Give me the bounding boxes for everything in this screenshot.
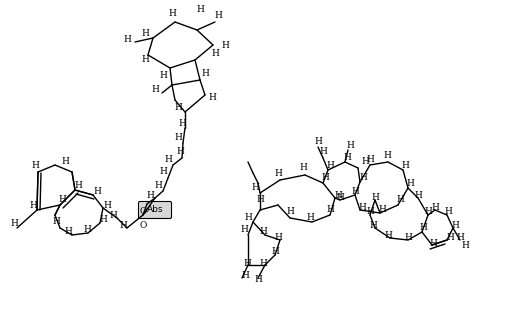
Text: H: H [254, 275, 262, 284]
Text: H: H [31, 160, 39, 169]
Text: H: H [346, 141, 354, 149]
Text: H: H [414, 191, 422, 200]
Text: H: H [431, 202, 439, 212]
Text: H: H [174, 133, 182, 142]
Text: H: H [456, 233, 464, 241]
Text: H: H [326, 160, 334, 169]
Text: H: H [241, 271, 249, 280]
Text: H: H [444, 207, 452, 216]
Text: H: H [83, 226, 91, 235]
Text: H: H [378, 205, 386, 214]
Text: H: H [74, 180, 82, 190]
Text: H: H [406, 179, 414, 188]
Text: H: H [103, 201, 111, 210]
Text: H: H [299, 164, 307, 172]
Text: H: H [424, 207, 432, 216]
Text: H: H [274, 233, 282, 241]
Text: H: H [61, 157, 69, 167]
Text: H: H [336, 193, 344, 202]
Text: H: H [178, 119, 186, 128]
Text: H: H [58, 195, 66, 204]
Text: H: H [404, 233, 412, 241]
Text: H: H [93, 188, 101, 196]
Text: H: H [141, 29, 149, 38]
Text: H: H [211, 49, 219, 57]
Text: H: H [176, 147, 184, 156]
FancyBboxPatch shape [139, 202, 171, 218]
Text: H: H [201, 68, 209, 77]
Text: H: H [208, 94, 216, 102]
Text: H: H [446, 234, 454, 242]
Text: H: H [351, 188, 359, 196]
Text: H: H [361, 157, 369, 167]
Text: H: H [174, 103, 182, 112]
Text: H: H [159, 71, 167, 79]
Text: H: H [343, 154, 351, 163]
Text: H: H [396, 195, 404, 204]
Text: H: H [251, 183, 259, 192]
Text: Abs: Abs [147, 205, 163, 214]
Text: H: H [240, 226, 248, 235]
Text: H: H [358, 203, 366, 213]
Text: H: H [321, 173, 329, 182]
Text: H: H [451, 221, 459, 229]
Text: H: H [29, 201, 37, 210]
Text: H: H [366, 207, 374, 216]
Text: H: H [52, 217, 60, 226]
Text: H: H [366, 156, 374, 165]
Text: H: H [371, 192, 379, 202]
Text: H: H [119, 221, 127, 229]
Text: H: H [151, 86, 159, 95]
Text: H: H [383, 151, 391, 159]
Text: H: H [384, 230, 392, 239]
Text: H: H [244, 214, 252, 223]
Text: H: H [369, 221, 377, 229]
Text: H: H [141, 55, 149, 64]
Text: H: H [256, 195, 264, 204]
Text: H: H [109, 211, 117, 219]
Text: H: H [214, 10, 222, 19]
Text: H: H [461, 240, 469, 249]
Text: O: O [139, 207, 147, 216]
Text: H: H [326, 205, 334, 214]
Text: H: H [168, 9, 176, 18]
Text: H: H [319, 147, 327, 156]
Text: H: H [221, 40, 229, 50]
Text: H: H [274, 168, 282, 178]
Text: H: H [164, 156, 172, 165]
Text: H: H [334, 191, 342, 200]
Text: H: H [359, 173, 367, 182]
Text: H: H [259, 259, 267, 268]
Text: H: H [10, 218, 18, 227]
Text: H: H [196, 6, 204, 15]
Text: H: H [401, 160, 409, 169]
Text: H: H [154, 180, 162, 190]
Text: H: H [243, 259, 251, 268]
Text: H: H [286, 207, 294, 216]
Text: H: H [159, 168, 167, 177]
Text: H: H [64, 227, 72, 237]
Text: H: H [99, 215, 107, 225]
Text: O: O [139, 222, 147, 230]
Text: H: H [429, 238, 437, 248]
Text: H: H [123, 36, 131, 44]
Text: H: H [271, 248, 279, 257]
Text: H: H [146, 191, 154, 200]
Text: H: H [314, 137, 322, 146]
Text: H: H [419, 224, 427, 233]
Text: H: H [306, 214, 314, 223]
Text: H: H [259, 227, 267, 237]
